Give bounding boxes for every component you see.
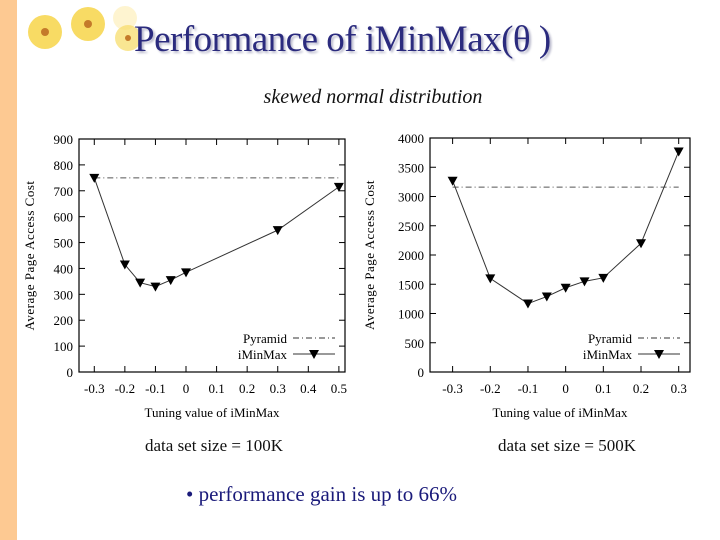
x-axis-label: Tuning value of iMinMax: [493, 405, 628, 420]
data-point-marker: [150, 282, 161, 292]
x-tick-label: 0.2: [239, 381, 255, 396]
data-point-marker: [560, 283, 571, 293]
x-tick-label: -0.1: [518, 381, 539, 396]
legend-label: Pyramid: [243, 331, 288, 346]
y-tick-label: 500: [54, 236, 74, 251]
legend-label: Pyramid: [588, 331, 633, 346]
chart-100k: 0 100 200 300 400 500 600 700 800 900 -0.3 -0.2 -0.1…: [22, 132, 347, 420]
x-tick-label: 0.4: [300, 381, 317, 396]
data-point-marker: [541, 292, 552, 302]
data-point-marker: [598, 273, 609, 283]
y-tick-label: 0: [67, 365, 74, 380]
y-tick-label: 0: [418, 365, 425, 380]
slide-subtitle: skewed normal distribution: [263, 86, 483, 108]
data-point-marker: [119, 260, 130, 270]
y-tick-label: 200: [54, 313, 74, 328]
accent-strip: [0, 0, 17, 540]
x-tick-label: 0.1: [595, 381, 611, 396]
caption-500k: data set size = 500K: [498, 436, 636, 455]
data-point-marker: [135, 278, 146, 288]
data-point-marker: [89, 173, 100, 183]
y-tick-label: 800: [54, 158, 74, 173]
x-tick-label: 0: [562, 381, 569, 396]
y-tick-label: 300: [54, 287, 74, 302]
y-tick-label: 4000: [398, 131, 424, 146]
bullet-point: • performance gain is up to 66%: [186, 482, 457, 506]
plot-frame: [429, 137, 691, 373]
x-tick-label: 0.3: [671, 381, 687, 396]
y-tick-label: 600: [54, 210, 74, 225]
y-tick-label: 1500: [398, 277, 424, 292]
data-point-marker: [165, 276, 176, 286]
data-point-marker: [485, 274, 496, 284]
y-axis-label: Average Page Access Cost: [22, 180, 37, 330]
y-tick-label: 700: [54, 184, 74, 199]
x-tick-label: -0.2: [115, 381, 136, 396]
legend-label: iMinMax: [238, 347, 288, 362]
y-tick-label: 900: [54, 132, 74, 147]
x-tick-label: -0.1: [145, 381, 166, 396]
data-point-marker: [447, 176, 458, 186]
data-point-marker: [636, 239, 647, 249]
legend-label: iMinMax: [583, 347, 633, 362]
x-tick-label: 0.2: [633, 381, 649, 396]
flowers-decoration-icon: [28, 6, 141, 51]
y-tick-label: 3000: [398, 190, 424, 205]
data-point-marker: [673, 147, 684, 157]
y-tick-label: 500: [405, 336, 425, 351]
y-tick-label: 100: [54, 339, 74, 354]
data-point-marker: [181, 268, 192, 278]
series-line-iminmax: [93, 177, 340, 288]
x-tick-label: 0: [183, 381, 190, 396]
legend-marker: [654, 350, 664, 359]
plot-frame: [78, 138, 346, 373]
x-tick-label: -0.3: [442, 381, 463, 396]
data-point-marker: [333, 182, 344, 192]
y-tick-label: 400: [54, 261, 74, 276]
x-tick-label: -0.3: [84, 381, 105, 396]
y-tick-label: 2000: [398, 248, 424, 263]
data-point-marker: [272, 226, 283, 236]
series-line-iminmax: [452, 151, 680, 305]
x-tick-label: 0.3: [270, 381, 286, 396]
caption-100k: data set size = 100K: [145, 436, 283, 455]
x-tick-label: 0.5: [331, 381, 347, 396]
y-tick-label: 3500: [398, 160, 424, 175]
data-point-marker: [522, 299, 533, 309]
y-tick-label: 1000: [398, 307, 424, 322]
data-point-marker: [579, 277, 590, 287]
legend-marker: [309, 350, 319, 359]
x-tick-label: -0.2: [480, 381, 501, 396]
x-tick-label: 0.1: [208, 381, 224, 396]
slide-title: Performance of iMinMax(θ ): [134, 19, 551, 60]
y-tick-label: 2500: [398, 219, 424, 234]
y-axis-label: Average Page Access Cost: [362, 180, 377, 330]
x-axis-label: Tuning value of iMinMax: [145, 405, 280, 420]
chart-500k: 0 500 1000 1500 2000 2500 3000 3500 4000 -0.3 -0.2…: [362, 131, 691, 420]
